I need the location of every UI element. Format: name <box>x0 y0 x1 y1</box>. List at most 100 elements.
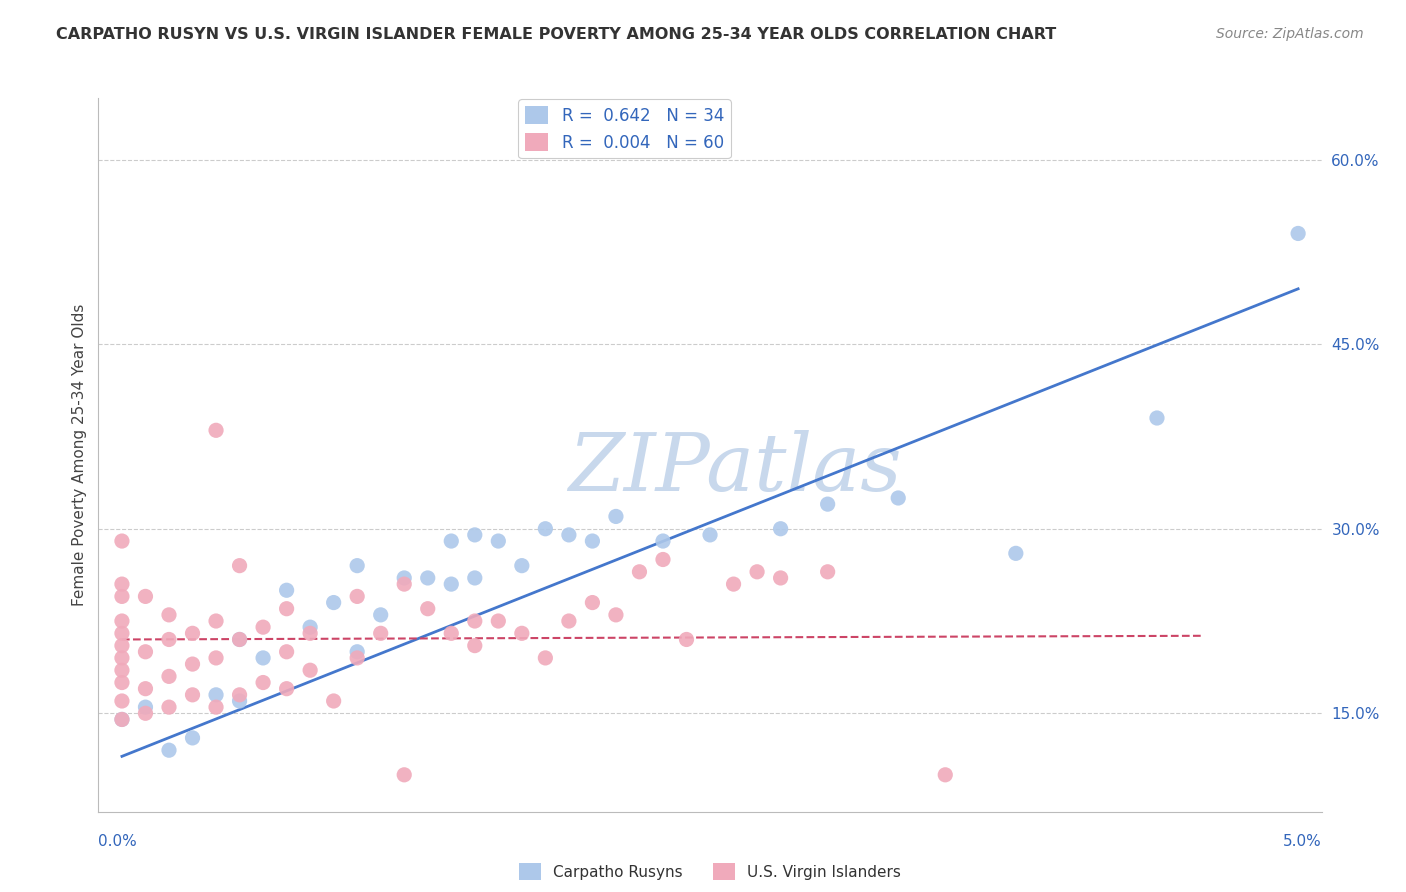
Point <box>322 596 344 610</box>
Point <box>181 626 204 640</box>
Point <box>276 645 298 659</box>
Point <box>111 590 134 604</box>
Point <box>111 713 134 727</box>
Point <box>276 681 298 696</box>
Point <box>111 639 134 653</box>
Point <box>370 607 392 622</box>
Point <box>111 713 134 727</box>
Point <box>675 632 697 647</box>
Point <box>346 645 368 659</box>
Point <box>581 596 603 610</box>
Point <box>464 528 486 542</box>
Point <box>252 620 274 634</box>
Point <box>510 558 533 573</box>
Text: Source: ZipAtlas.com: Source: ZipAtlas.com <box>1216 27 1364 41</box>
Point <box>510 626 533 640</box>
Point <box>558 614 581 628</box>
Point <box>205 651 228 665</box>
Point <box>252 675 274 690</box>
Text: CARPATHO RUSYN VS U.S. VIRGIN ISLANDER FEMALE POVERTY AMONG 25-34 YEAR OLDS CORR: CARPATHO RUSYN VS U.S. VIRGIN ISLANDER F… <box>56 27 1056 42</box>
Y-axis label: Female Poverty Among 25-34 Year Olds: Female Poverty Among 25-34 Year Olds <box>72 304 87 606</box>
Point <box>464 571 486 585</box>
Point <box>628 565 651 579</box>
Point <box>394 571 416 585</box>
Point <box>558 528 581 542</box>
Point <box>111 626 134 640</box>
Point <box>299 663 322 677</box>
Text: ZIPatlas: ZIPatlas <box>568 431 901 508</box>
Point <box>181 731 204 745</box>
Point <box>464 614 486 628</box>
Point <box>134 645 156 659</box>
Point <box>157 700 180 714</box>
Point <box>346 651 368 665</box>
Point <box>370 626 392 640</box>
Point <box>205 614 228 628</box>
Point <box>934 768 956 782</box>
Point <box>769 571 792 585</box>
Point <box>134 590 156 604</box>
Point <box>181 688 204 702</box>
Point <box>228 694 250 708</box>
Point <box>887 491 910 505</box>
Point <box>534 651 557 665</box>
Point <box>605 509 627 524</box>
Point <box>699 528 721 542</box>
Point <box>394 768 416 782</box>
Point <box>134 706 156 721</box>
Point <box>817 565 839 579</box>
Point <box>322 694 344 708</box>
Point <box>817 497 839 511</box>
Point <box>394 577 416 591</box>
Point <box>1004 546 1026 560</box>
Point <box>205 423 228 437</box>
Point <box>652 552 675 566</box>
Point <box>346 558 368 573</box>
Point <box>111 534 134 549</box>
Point <box>464 639 486 653</box>
Point <box>745 565 768 579</box>
Point <box>111 577 134 591</box>
Point <box>440 626 463 640</box>
Point <box>486 534 509 549</box>
Point <box>276 601 298 615</box>
Point <box>111 675 134 690</box>
Point <box>299 620 322 634</box>
Point <box>652 534 675 549</box>
Legend: Carpatho Rusyns, U.S. Virgin Islanders: Carpatho Rusyns, U.S. Virgin Islanders <box>513 857 907 886</box>
Point <box>346 590 368 604</box>
Point <box>157 632 180 647</box>
Point <box>416 601 439 615</box>
Point <box>111 663 134 677</box>
Point <box>769 522 792 536</box>
Point <box>440 577 463 591</box>
Point <box>534 522 557 536</box>
Point <box>205 688 228 702</box>
Point <box>157 743 180 757</box>
Point <box>111 614 134 628</box>
Point <box>252 651 274 665</box>
Point <box>299 626 322 640</box>
Point <box>416 571 439 585</box>
Point <box>228 632 250 647</box>
Point <box>134 681 156 696</box>
Point <box>605 607 627 622</box>
Point <box>276 583 298 598</box>
Point <box>111 651 134 665</box>
Point <box>228 558 250 573</box>
Point <box>157 607 180 622</box>
Point <box>723 577 745 591</box>
Point <box>1286 227 1309 241</box>
Point <box>157 669 180 683</box>
Text: 5.0%: 5.0% <box>1282 834 1322 849</box>
Point <box>181 657 204 671</box>
Point <box>440 534 463 549</box>
Point <box>228 688 250 702</box>
Point <box>134 700 156 714</box>
Point <box>228 632 250 647</box>
Point <box>205 700 228 714</box>
Point <box>1146 411 1168 425</box>
Point <box>111 694 134 708</box>
Point <box>581 534 603 549</box>
Text: 0.0%: 0.0% <box>98 834 138 849</box>
